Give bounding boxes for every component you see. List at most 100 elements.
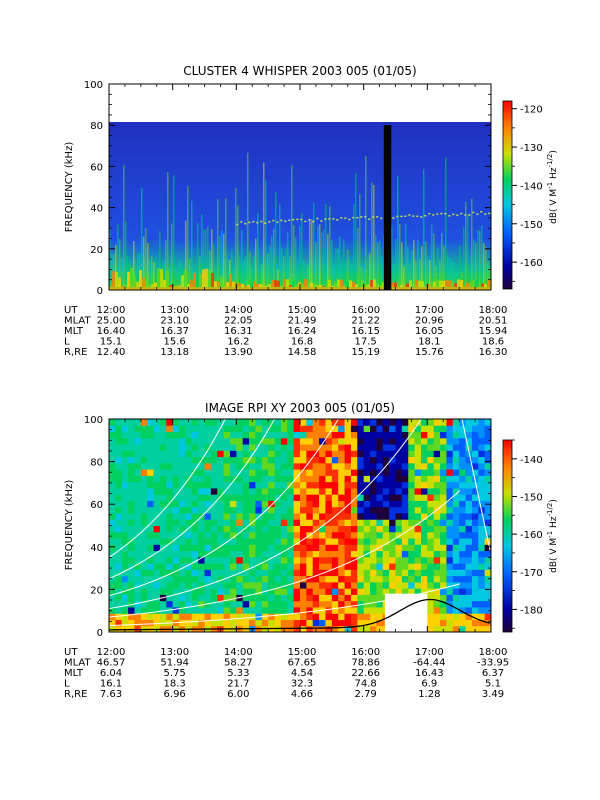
spectrogram-cell (300, 494, 307, 501)
spectrogram-cell (134, 581, 142, 589)
spectrogram-cell (179, 469, 186, 476)
spectrogram-cell (172, 606, 180, 614)
spectrogram-cell (128, 481, 135, 489)
spectrogram-cell (350, 544, 358, 552)
spectrogram-cell (134, 600, 142, 608)
spectrogram-cell (229, 525, 237, 533)
spectrogram-cell (223, 519, 231, 526)
spectrogram-cell (128, 613, 135, 620)
plasma-curve (461, 419, 491, 551)
spectrogram-cell (154, 282, 157, 287)
spectrogram-cell (465, 506, 473, 514)
spectrogram-cell (242, 481, 250, 489)
spectrogram-cell (420, 437, 428, 445)
spectrogram-cell (172, 425, 180, 433)
spectrogram-cell (204, 512, 212, 520)
spectrogram-cell (459, 450, 467, 458)
spectrogram-cell (191, 462, 199, 470)
spectrogram-cell (280, 606, 288, 614)
ephemeris-value: 6.9 (421, 679, 437, 690)
spectrogram-cell (465, 544, 473, 552)
emission-point (296, 218, 299, 221)
spectrogram-cell (337, 279, 340, 287)
spectrogram-cell (134, 437, 142, 445)
spectrogram-cell (312, 563, 320, 570)
spectrogram-cell (223, 500, 231, 508)
ephemeris-value: 16.05 (415, 326, 444, 337)
spectrogram-cell (319, 563, 326, 570)
spectrogram-cell (328, 279, 331, 287)
spectrogram-streak (199, 256, 201, 287)
spectrogram-cell (147, 437, 155, 445)
spectrogram-cell (198, 531, 205, 539)
spectrogram-cell (140, 500, 148, 508)
spectrogram-cell (191, 594, 199, 602)
spectrogram-cell (109, 538, 116, 545)
spectrogram-cell (179, 600, 186, 608)
spectrogram-streak (429, 260, 431, 287)
spectrogram-streak (337, 248, 339, 287)
spectrogram-cell (242, 487, 250, 495)
spectrogram-cell (223, 569, 231, 577)
spectrogram-cell (344, 431, 352, 439)
spectrogram-cell (242, 450, 250, 458)
spectrogram-cell (140, 444, 148, 451)
spectrogram-cell (446, 506, 454, 514)
spectrogram-cell (382, 481, 390, 489)
spectrogram-cell (316, 285, 319, 287)
spectrogram-cell (459, 512, 467, 520)
spectrogram-streak (267, 253, 269, 287)
emission-point (284, 220, 287, 223)
spectrogram-cell (286, 279, 289, 287)
spectrogram-cell (319, 519, 326, 526)
spectrogram-cell (325, 437, 333, 445)
spectrogram-cell (484, 550, 491, 558)
spectrogram-cell (109, 569, 116, 577)
spectrogram-cell (259, 284, 262, 287)
spectrogram-cell (210, 512, 218, 520)
spectrogram-cell (185, 531, 193, 539)
spectrogram-cell (179, 575, 186, 583)
spectrogram-cell (325, 531, 333, 539)
spectrogram-cell (401, 462, 409, 470)
spectrogram-cell (134, 613, 142, 620)
spectrogram-cell (166, 431, 174, 439)
spectrogram-cell (414, 456, 422, 464)
spectrogram-streak (197, 223, 199, 287)
spectrogram-cell (338, 500, 346, 508)
spectrogram-cell (217, 531, 225, 539)
spectrogram-cell (115, 619, 123, 627)
spectrogram-streak (283, 255, 285, 287)
spectrogram-cell (300, 462, 307, 470)
spectrogram-cell (198, 494, 205, 501)
spectrogram-cell (128, 588, 135, 595)
spectrogram-cell (255, 481, 263, 489)
spectrogram-cell (236, 519, 244, 526)
spectrogram-cell (205, 268, 208, 287)
spectrogram-cell (414, 469, 422, 476)
spectrogram-cell (382, 550, 390, 558)
spectrogram-cell (274, 563, 282, 570)
spectrogram-cell (210, 619, 218, 627)
spectrogram-cell (249, 575, 256, 583)
spectrogram-streak (187, 186, 189, 287)
spectrogram-cell (280, 575, 288, 583)
spectrogram-cell (191, 437, 199, 445)
spectrogram-cell (300, 531, 307, 539)
spectrogram-cell (236, 538, 244, 545)
spectrogram-cell (484, 563, 491, 570)
spectrogram-cell (198, 431, 205, 439)
spectrogram-cell (198, 600, 205, 608)
spectrogram-cell (331, 588, 339, 595)
spectrogram-cell (121, 475, 129, 483)
spectrogram-cell (249, 500, 256, 508)
spectrogram-cell (420, 456, 428, 464)
spectrogram-cell (395, 569, 403, 577)
spectrogram-cell (147, 600, 155, 608)
spectrogram-cell (153, 431, 161, 439)
spectrogram-cell (446, 469, 454, 476)
spectrogram-cell (400, 285, 403, 287)
spectrogram-cell (312, 606, 320, 614)
spectrogram-cell (172, 588, 180, 595)
spectrogram-cell (389, 431, 396, 439)
